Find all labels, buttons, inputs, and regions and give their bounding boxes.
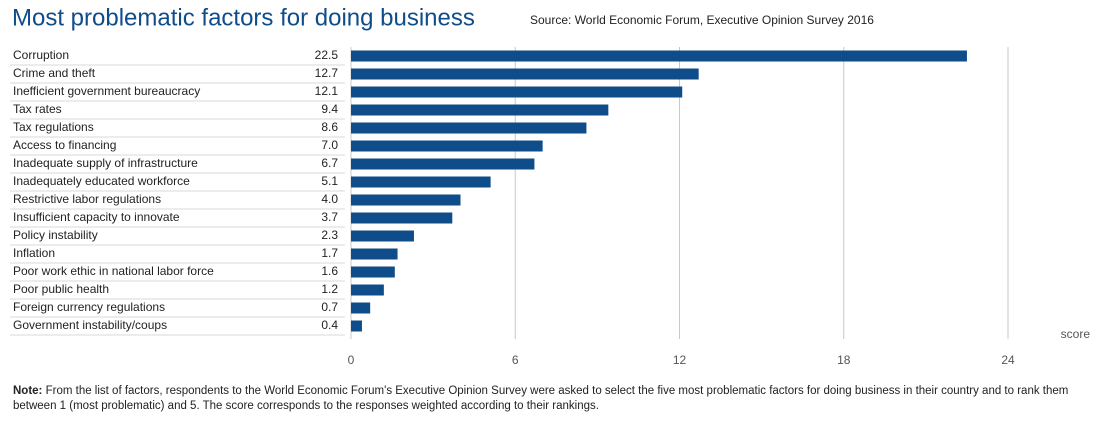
bar [351,140,543,152]
y-tick-label: Policy instability [13,228,98,242]
y-tick-label: Crime and theft [13,66,96,80]
note: Note: From the list of factors, responde… [13,384,1083,414]
y-tick-label: Access to financing [13,138,116,152]
y-tick-label: Poor work ethic in national labor force [13,264,214,278]
value-label: 9.4 [321,102,338,116]
bar [351,50,967,62]
bar [351,194,461,206]
value-label: 2.3 [321,228,338,242]
x-tick-label: 12 [673,353,687,367]
value-label: 1.6 [321,264,338,278]
y-tick-label: Poor public health [13,282,109,296]
value-label: 12.7 [315,66,339,80]
chart-subtitle: Source: World Economic Forum, Executive … [530,13,874,27]
value-label: 0.4 [321,318,338,332]
y-tick-label: Tax rates [13,102,62,116]
value-label: 1.7 [321,246,338,260]
value-label: 3.7 [321,210,338,224]
bar [351,212,453,224]
note-label: Note: [13,385,43,397]
value-label: 0.7 [321,300,338,314]
y-tick-label: Inefficient government bureaucracy [13,84,200,98]
value-label: 4.0 [321,192,338,206]
bar [351,158,535,170]
value-label: 12.1 [315,84,339,98]
value-label: 22.5 [315,48,339,62]
y-tick-label: Government instability/coups [13,318,167,332]
value-label: 6.7 [321,156,338,170]
x-tick-label: 18 [837,353,851,367]
bar [351,230,414,242]
value-label: 8.6 [321,120,338,134]
x-tick-label: 0 [348,353,355,367]
chart: Most problematic factors for doing busin… [10,4,1091,367]
y-tick-label: Corruption [13,48,69,62]
y-tick-label: Tax regulations [13,120,94,134]
bar [351,248,398,260]
bar [351,284,384,296]
bar [351,86,683,98]
value-label: 1.2 [321,282,338,296]
bar [351,104,609,116]
y-tick-label: Inflation [13,246,55,260]
chart-title: Most problematic factors for doing busin… [12,4,475,31]
x-tick-label: 6 [512,353,519,367]
x-axis-label: score [1061,327,1091,341]
bar [351,302,371,314]
bar [351,320,362,332]
y-tick-label: Restrictive labor regulations [13,192,161,206]
note-text: From the list of factors, respondents to… [13,385,1069,412]
bar [351,266,395,278]
y-tick-label: Insufficient capacity to innovate [13,210,180,224]
bar [351,176,491,188]
y-tick-label: Foreign currency regulations [13,300,165,314]
bar [351,68,699,80]
x-tick-label: 24 [1001,353,1015,367]
y-tick-label: Inadequate supply of infrastructure [13,156,198,170]
y-tick-label: Inadequately educated workforce [13,174,190,188]
value-label: 7.0 [321,138,338,152]
value-label: 5.1 [321,174,338,188]
bar [351,122,587,134]
